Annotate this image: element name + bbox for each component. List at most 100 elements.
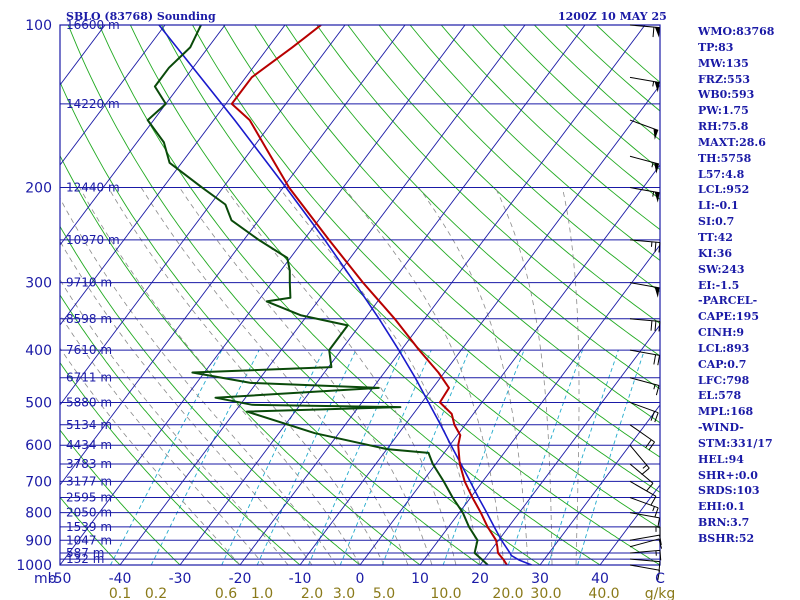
temperature-tick-label: -40 — [109, 571, 132, 587]
dry-adiabat — [129, 25, 660, 565]
parcel-profile-line — [158, 25, 532, 565]
height-label: 6711 m — [66, 371, 112, 385]
index-item: MAXT:28.6 — [698, 135, 766, 149]
isotherm-line — [419, 244, 660, 565]
index-item: L57:4.8 — [698, 167, 745, 181]
temperature-tick-label: 0 — [356, 571, 365, 587]
height-label: 5134 m — [66, 418, 112, 432]
station-title: SBLO (83768) Sounding — [66, 10, 216, 23]
dewpoint-profile-line — [146, 25, 489, 565]
index-item: TH:5758 — [698, 151, 752, 165]
isotherm-line — [359, 164, 660, 565]
wind-barb — [629, 538, 663, 549]
height-label: 1047 m — [66, 533, 112, 547]
isotherm-line — [239, 25, 646, 565]
temperature-tick-label: 30 — [531, 571, 549, 587]
moist-adiabat — [224, 187, 457, 565]
index-item: RH:75.8 — [698, 120, 749, 134]
index-item: LFC:798 — [698, 373, 750, 387]
index-item: HEL:94 — [698, 452, 744, 466]
mixing-ratio-line — [442, 349, 525, 565]
wind-barb — [629, 239, 661, 253]
temperature-tick-label: 40 — [591, 571, 609, 587]
mixing-ratio-line — [256, 349, 357, 565]
mixing-ratio-label: 0.2 — [145, 586, 167, 600]
mixing-ratio-label: 0.6 — [215, 586, 237, 600]
index-item: EI:-1.5 — [698, 278, 740, 292]
index-item: CAP:0.7 — [698, 357, 747, 371]
height-label: 132 m — [66, 552, 104, 566]
isotherm-line — [539, 404, 660, 565]
height-label: 3177 m — [66, 474, 112, 488]
index-item: LCL:952 — [698, 183, 750, 197]
moist-adiabat — [562, 187, 580, 565]
mixing-ratio-label: 10.0 — [430, 586, 461, 600]
height-label: 4434 m — [66, 438, 112, 452]
isotherm-line — [60, 25, 166, 166]
stability-indices-panel: WMO:83768 TP:83 MW:135 FRZ:553 WB0:593 PW:1.7… — [698, 24, 798, 547]
mixing-ratio-label: 5.0 — [373, 586, 395, 600]
wind-barb — [629, 480, 657, 506]
pressure-tick-label: 700 — [25, 474, 52, 490]
pressure-tick-label: 200 — [25, 181, 52, 197]
moist-adiabat — [107, 187, 385, 565]
index-item: PW:1.75 — [698, 104, 749, 118]
pressure-tick-label: 1000 — [16, 558, 52, 574]
height-label: 2050 m — [66, 506, 112, 520]
index-item: SI:0.7 — [698, 215, 735, 229]
wind-barb — [629, 282, 660, 298]
pressure-tick-label: 400 — [25, 343, 52, 359]
index-item: BSHR:52 — [698, 532, 755, 545]
pressure-tick-label: 800 — [25, 506, 52, 522]
isotherm-line — [60, 25, 286, 326]
temperature-tick-label: -10 — [289, 571, 312, 587]
pressure-tick-label: 300 — [25, 276, 52, 292]
pressure-tick-label: 900 — [25, 533, 52, 549]
temperature-tick-label: -50 — [49, 571, 72, 587]
height-label: 10970 m — [66, 233, 120, 247]
temperature-tick-label: -20 — [229, 571, 252, 587]
plot-frame — [59, 24, 661, 566]
index-item: KI:36 — [698, 246, 733, 260]
index-item: CAPE:195 — [698, 310, 759, 324]
wind-barb — [629, 564, 661, 581]
moist-adiabat — [60, 279, 289, 565]
dry-adiabat — [98, 25, 601, 565]
height-label: 2595 m — [66, 491, 112, 505]
wind-barb — [629, 549, 662, 561]
temperature-tick-label: 10 — [411, 571, 429, 587]
mixing-ratio-label: 0.1 — [109, 586, 131, 600]
mixing-ratio-label: 3.0 — [333, 586, 355, 600]
dry-adiabat — [60, 225, 361, 565]
wind-barb — [629, 401, 659, 423]
wind-barb — [630, 526, 661, 537]
index-item: TT:42 — [698, 230, 733, 244]
index-item: MPL:168 — [698, 405, 754, 419]
height-label: 5880 m — [66, 395, 112, 409]
pressure-tick-label: 100 — [25, 18, 52, 34]
mixing-ratio-line — [221, 349, 325, 565]
index-item: EHI:0.1 — [698, 500, 746, 514]
mixing-ratio-label: 20.0 — [492, 586, 523, 600]
mixing-ratio-label: 40.0 — [588, 586, 619, 600]
index-item: STM:331/17 — [698, 436, 773, 450]
wind-barb — [629, 349, 661, 366]
index-item: -PARCEL- — [698, 294, 758, 308]
mixing-ratio-unit-label: g/kg — [645, 586, 676, 600]
isotherm-line — [60, 25, 226, 246]
mixing-ratio-label: 1.0 — [251, 586, 273, 600]
isotherm-line — [299, 84, 660, 565]
moist-adiabat — [60, 347, 241, 565]
wind-barb — [629, 558, 661, 572]
index-item: FRZ:553 — [698, 72, 751, 86]
index-item: CINH:9 — [698, 326, 745, 340]
index-item: SHR+:0.0 — [698, 468, 758, 482]
index-item: WMO:83768 — [698, 25, 775, 38]
moist-adiabat — [343, 187, 505, 565]
isotherm-line — [119, 25, 526, 565]
index-item: -WIND- — [698, 421, 744, 435]
height-label: 8598 m — [66, 312, 112, 326]
pressure-tick-label: 600 — [25, 438, 52, 454]
wind-barb — [629, 318, 661, 332]
